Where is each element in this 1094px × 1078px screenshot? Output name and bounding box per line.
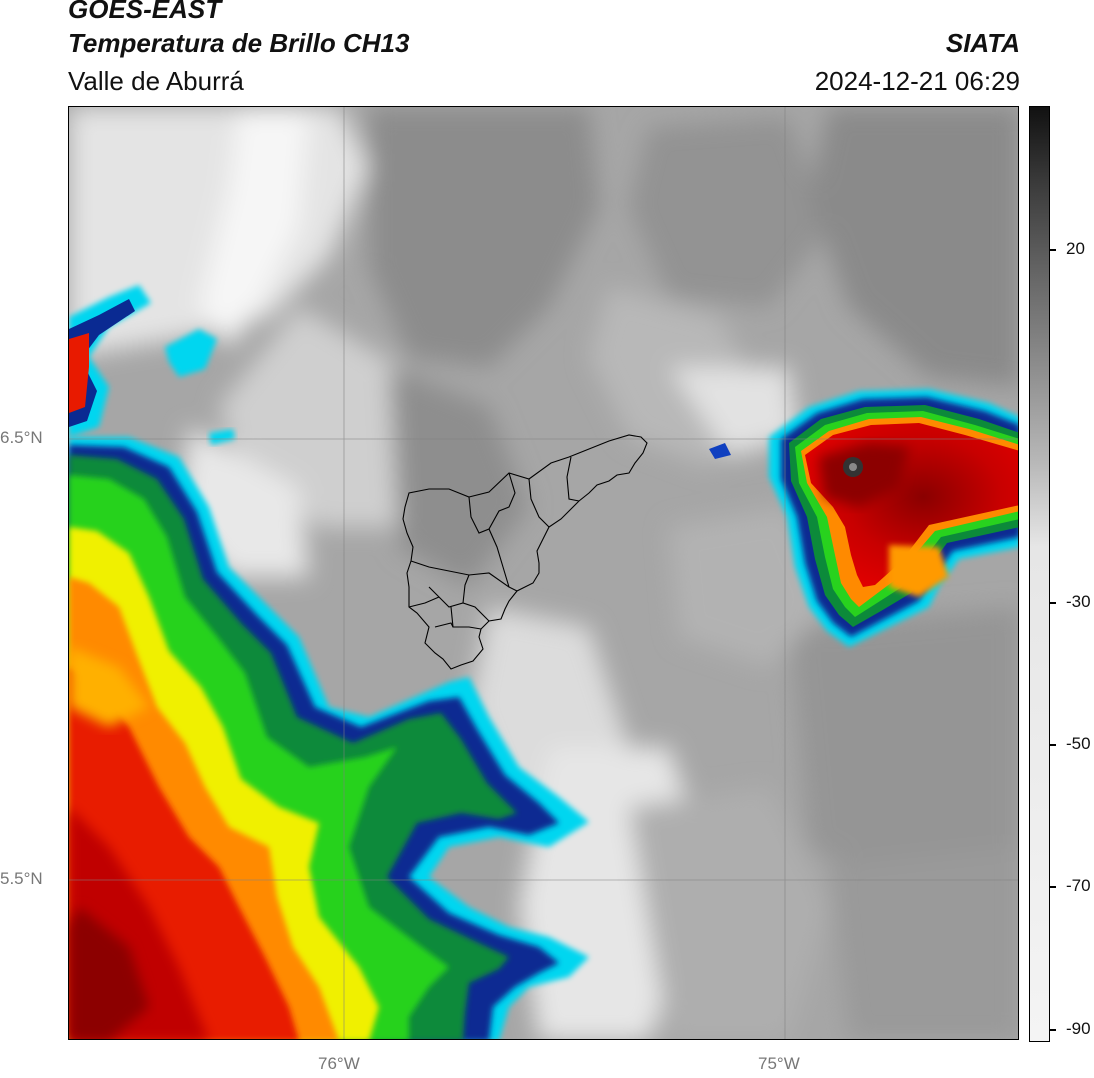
map-canvas xyxy=(69,107,1018,1039)
colorbar-tick-mark xyxy=(1050,602,1056,604)
eastern-storm-cell xyxy=(769,389,1018,647)
colorbar-tick-label: -30 xyxy=(1066,592,1091,611)
colorbar-tick-label: 20 xyxy=(1066,239,1085,258)
colorbar-tick-mark xyxy=(1050,744,1056,746)
north-west-storm-edge xyxy=(69,285,151,437)
colorbar xyxy=(1029,106,1050,1042)
colorbar-tick-mark xyxy=(1050,886,1056,888)
product-name-title: Temperatura de Brillo CH13 xyxy=(68,28,410,58)
timestamp-label: 2024-12-21 06:29 xyxy=(814,66,1020,96)
colorbar-gradient xyxy=(1030,107,1049,1041)
product-source-title: GOES-EAST xyxy=(68,0,222,24)
lon-label-75w: 75°W xyxy=(758,1054,800,1073)
grey-cloud-field xyxy=(69,107,1018,1039)
lat-label-6-5: 6.5°N xyxy=(0,428,43,447)
lon-label-76w: 76°W xyxy=(318,1054,360,1073)
colorbar-tick-mark xyxy=(1050,1029,1056,1031)
satellite-map[interactable] xyxy=(68,106,1019,1040)
small-cloud-cell xyxy=(709,443,731,459)
colorbar-tick-label: -50 xyxy=(1066,734,1091,753)
western-convective-band xyxy=(69,437,589,1039)
organization-label: SIATA xyxy=(945,28,1020,58)
colorbar-tick-label: -90 xyxy=(1066,1019,1091,1038)
municipal-boundaries xyxy=(402,434,648,670)
region-subtitle: Valle de Aburrá xyxy=(68,66,244,96)
colorbar-tick-mark xyxy=(1050,249,1056,251)
colorbar-tick-label: -70 xyxy=(1066,876,1091,895)
small-cloud-cell xyxy=(165,329,217,377)
small-cloud-cell xyxy=(209,429,235,445)
graticule xyxy=(69,107,1018,1039)
lat-label-5-5: 5.5°N xyxy=(0,869,43,888)
